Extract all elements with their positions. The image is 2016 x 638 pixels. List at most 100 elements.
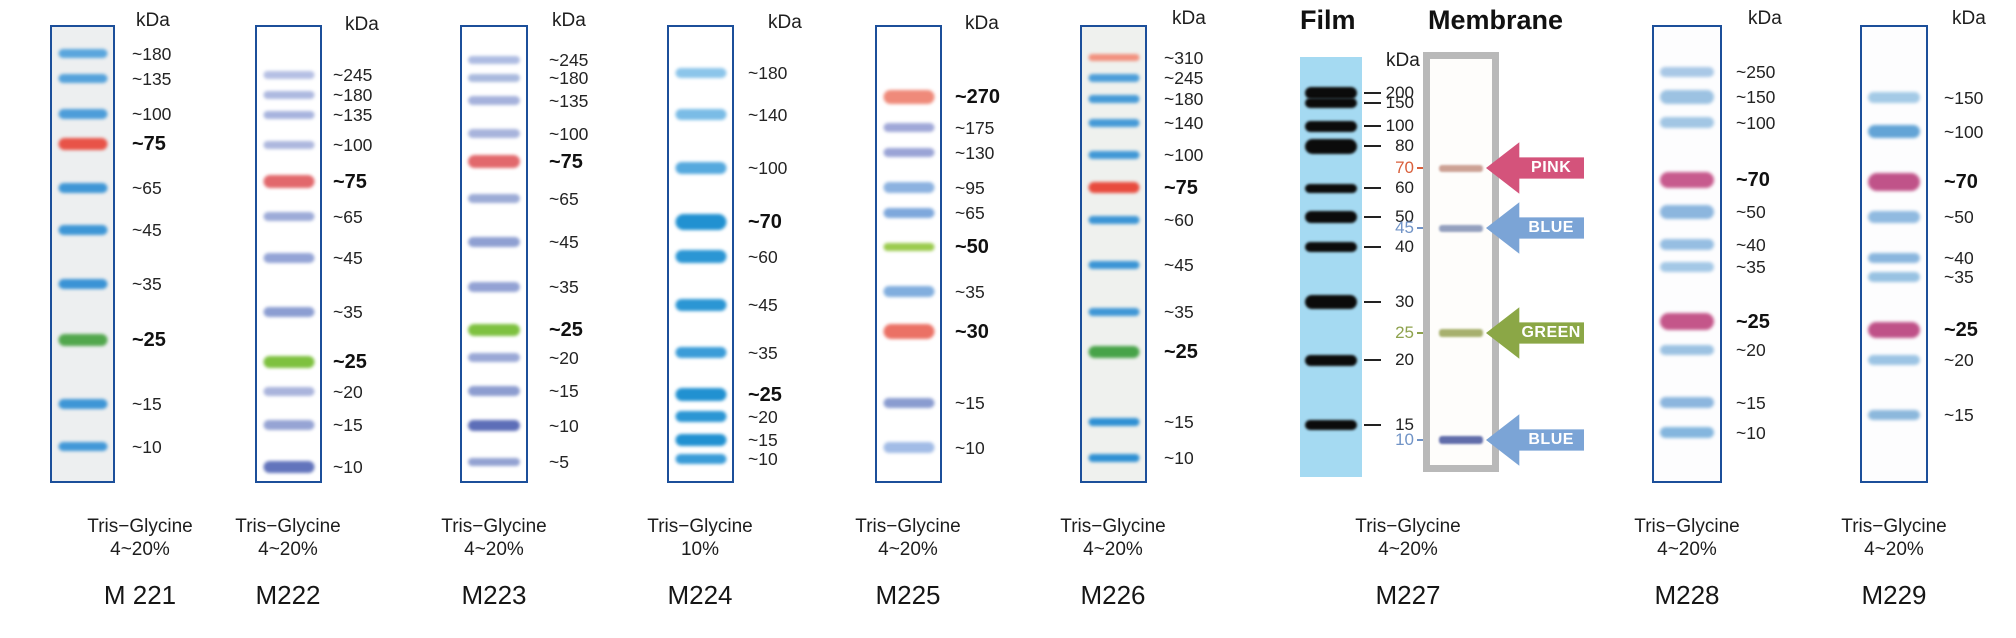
membrane-band: [1439, 329, 1483, 337]
band-label: ~35: [1944, 267, 1974, 287]
tick-dash: [1364, 102, 1381, 104]
gel-band: [883, 242, 934, 251]
gel-strip: [50, 25, 115, 483]
gel-band: [883, 286, 934, 297]
gel-band: [468, 236, 520, 247]
gel-type-line2: 4~20%: [1378, 539, 1438, 560]
band-label: ~15: [1736, 393, 1766, 413]
band-label: ~20: [748, 407, 778, 427]
band-label: ~10: [333, 457, 363, 477]
band-label: ~50: [955, 236, 989, 258]
band-label: ~25: [549, 319, 583, 341]
band-label: ~15: [1944, 405, 1974, 425]
gel-band: [58, 224, 107, 235]
gel-type-line1: Tris−Glycine: [87, 516, 193, 537]
band-label: ~140: [1164, 113, 1204, 133]
band-label: ~35: [549, 277, 579, 297]
film-band: [1305, 211, 1357, 223]
gel-band: [675, 453, 726, 464]
tick-label: 45: [1395, 218, 1414, 237]
gel-band: [1868, 252, 1920, 263]
gel-type-line2: 4~20%: [258, 539, 318, 560]
band-label: ~65: [333, 207, 363, 227]
gel-band: [675, 411, 726, 422]
kda-header: kDa: [345, 14, 379, 35]
gel-band: [263, 387, 314, 396]
membrane-title: Membrane: [1428, 5, 1564, 35]
film-band: [1305, 183, 1357, 193]
tick-label: 25: [1395, 323, 1414, 342]
gel-band: [883, 397, 934, 408]
gel-band: [1088, 118, 1139, 127]
band-label: ~25: [333, 351, 367, 373]
band-label: ~180: [549, 68, 589, 88]
gel-band: [1868, 210, 1920, 223]
band-label: ~135: [333, 105, 373, 125]
gel-band: [1660, 313, 1714, 330]
gel-band: [263, 175, 314, 188]
band-label: ~150: [1736, 87, 1776, 107]
gel-band: [468, 55, 520, 64]
band-label: ~70: [1944, 171, 1978, 193]
annotation-arrow: BLUE: [1486, 202, 1584, 254]
gel-band: [468, 96, 520, 105]
band-label: ~75: [1164, 177, 1198, 199]
gel-band: [1660, 89, 1714, 104]
gel-band: [58, 49, 107, 58]
gel-band: [58, 333, 107, 346]
gel-band: [263, 110, 314, 119]
band-label: ~30: [955, 321, 989, 343]
band-label: ~25: [1944, 319, 1978, 341]
band-label: ~65: [955, 203, 985, 223]
tick-label: 40: [1395, 237, 1414, 256]
arrow-label: PINK: [1531, 159, 1572, 176]
band-label: ~245: [549, 50, 589, 70]
band-label: ~45: [1164, 255, 1194, 275]
band-label: ~50: [1944, 207, 1974, 227]
gel-band: [263, 212, 314, 221]
gel-band: [675, 161, 726, 174]
gel-band: [1660, 204, 1714, 219]
gel-type-line2: 4~20%: [464, 539, 524, 560]
product-name: M223: [461, 580, 527, 610]
gel-type-line2: 4~20%: [110, 539, 170, 560]
gel-band: [468, 385, 520, 396]
gel-band: [1088, 345, 1139, 358]
gel-band: [1660, 427, 1714, 438]
membrane-band: [1439, 224, 1483, 232]
gel-band: [468, 323, 520, 336]
gel-type-line2: 4~20%: [878, 539, 938, 560]
gel-band: [883, 148, 934, 157]
film-band: [1305, 87, 1357, 99]
band-label: ~40: [1736, 235, 1766, 255]
gel-band: [1868, 354, 1920, 365]
band-label: ~245: [1164, 68, 1204, 88]
gel-band: [263, 355, 314, 368]
product-name: M229: [1861, 580, 1927, 610]
band-label: ~20: [1736, 340, 1766, 360]
band-label: ~35: [333, 302, 363, 322]
gel-band: [58, 74, 107, 83]
band-label: ~100: [333, 135, 373, 155]
band-label: ~135: [549, 91, 589, 111]
band-label: ~15: [132, 394, 162, 414]
tick-dash: [1364, 187, 1381, 189]
tick-label: 60: [1395, 178, 1414, 197]
band-label: ~150: [1944, 88, 1984, 108]
gel-band: [883, 324, 934, 339]
film-title: Film: [1300, 5, 1356, 35]
gel-band: [468, 353, 520, 362]
band-label: ~100: [549, 124, 589, 144]
band-label: ~180: [1164, 89, 1204, 109]
band-label: ~45: [333, 248, 363, 268]
gel-strip: [667, 25, 734, 483]
kda-header: kDa: [768, 12, 802, 33]
film-band: [1305, 120, 1357, 132]
band-label: ~180: [748, 63, 788, 83]
kda-header: kDa: [552, 10, 586, 31]
kda-header: kDa: [1172, 8, 1206, 29]
gel-strip: [875, 25, 942, 483]
product-name: M222: [255, 580, 321, 610]
gel-type-line2: 10%: [680, 539, 720, 560]
